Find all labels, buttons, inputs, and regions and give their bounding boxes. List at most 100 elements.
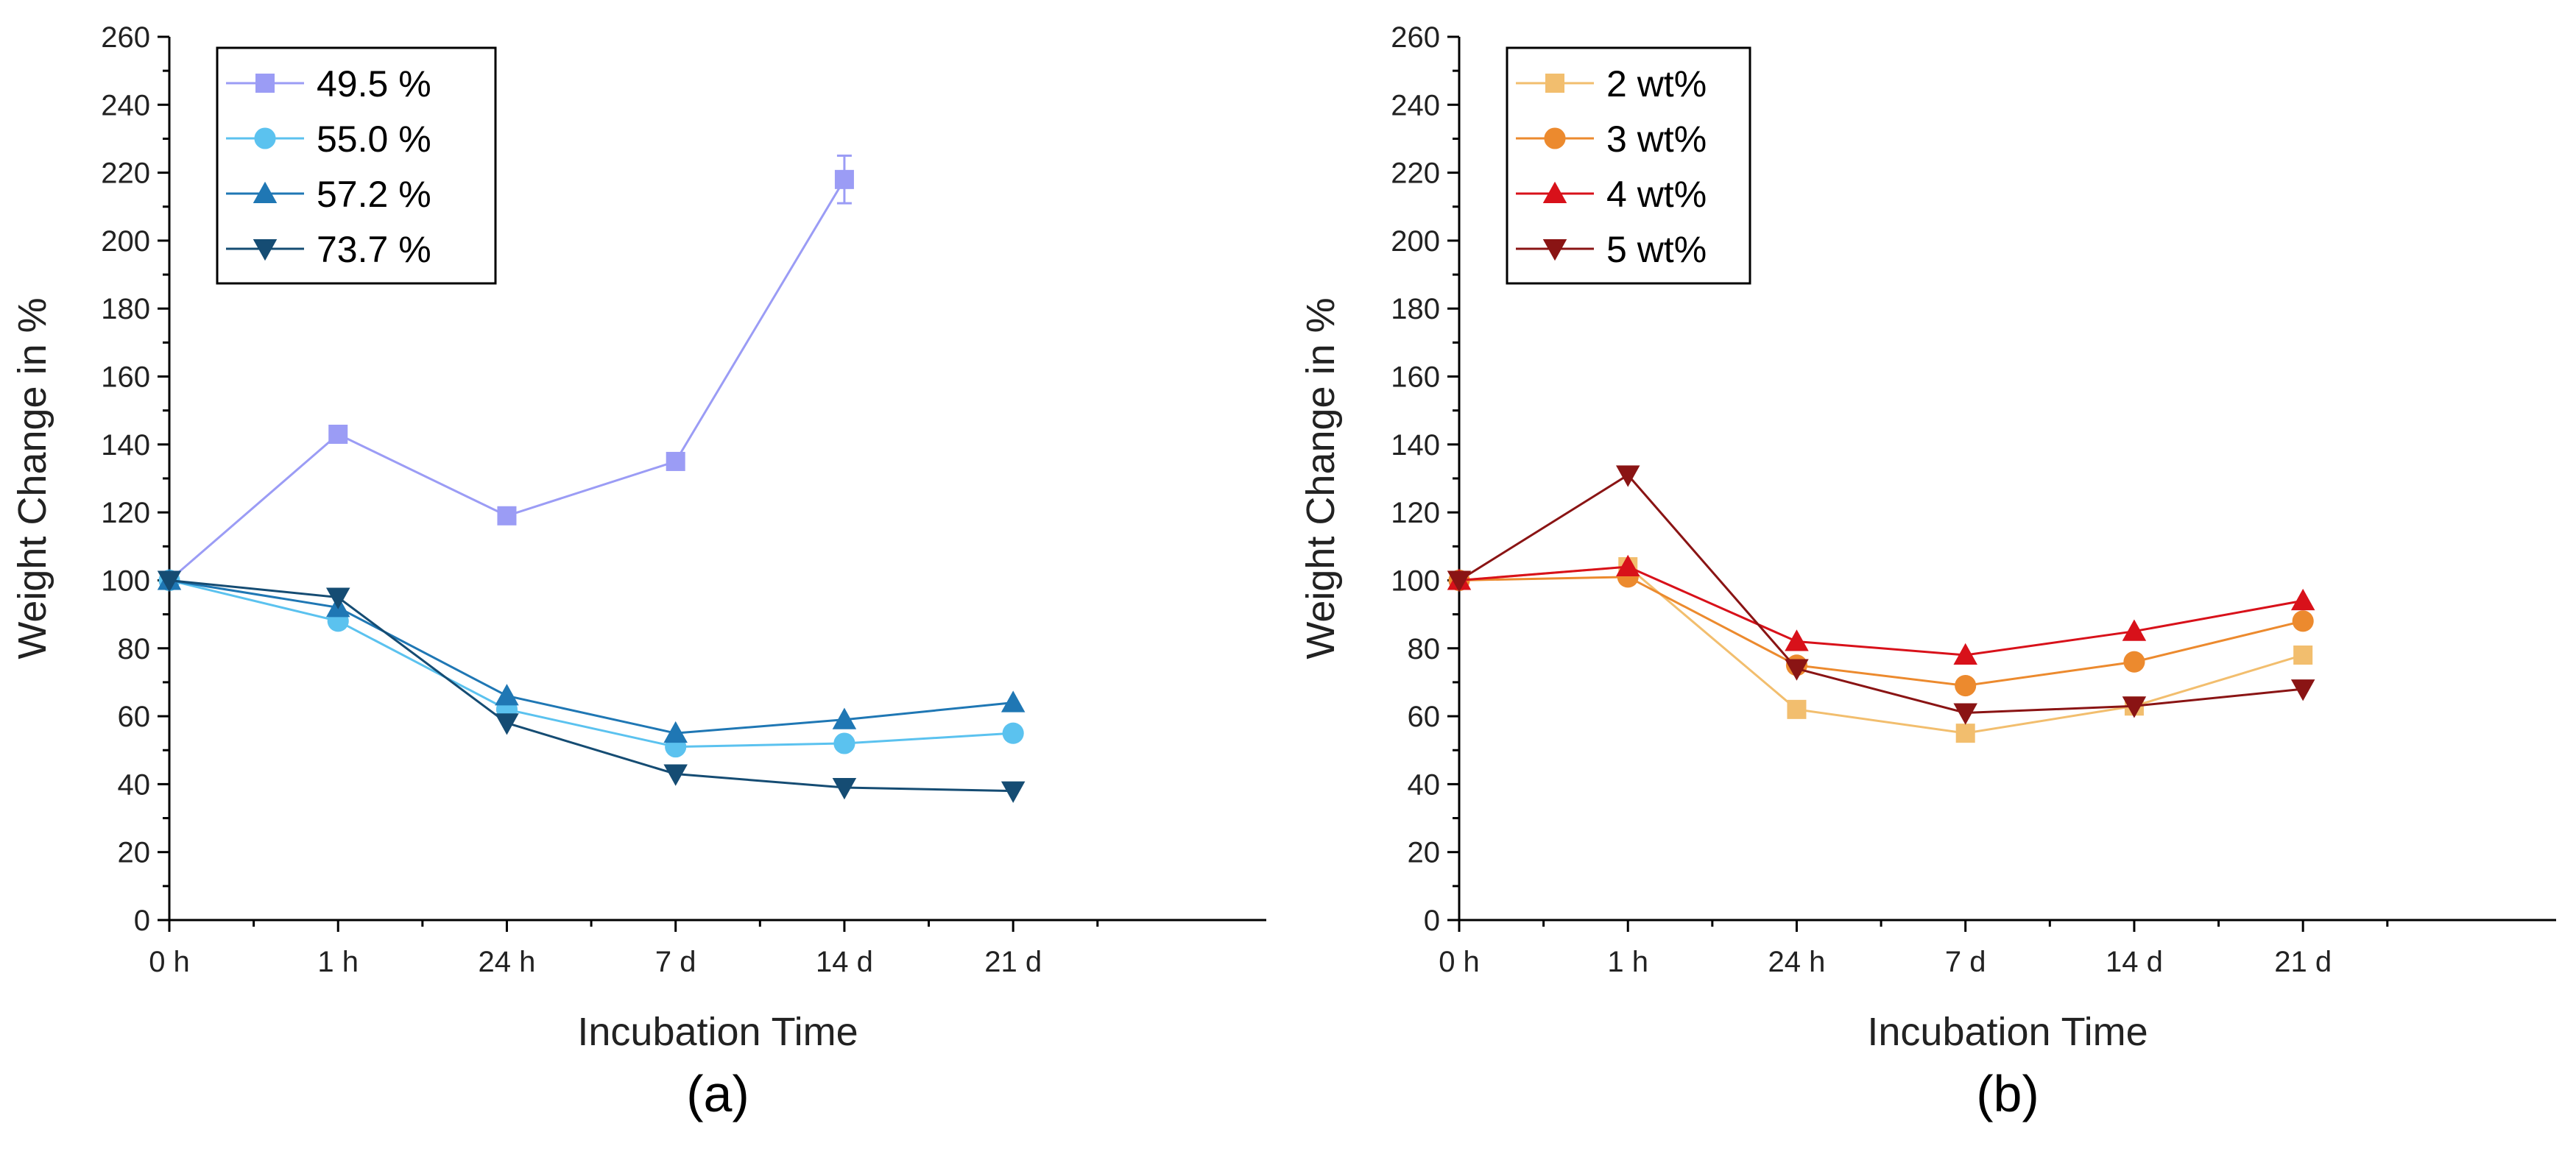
x-tick-label: 7 d — [1945, 946, 1986, 978]
x-tick-label: 24 h — [479, 946, 536, 978]
data-point — [495, 684, 519, 706]
y-tick-label: 180 — [1391, 293, 1440, 325]
series-3-wt- — [1448, 566, 2314, 697]
legend-marker — [1544, 127, 1566, 149]
data-point — [834, 169, 854, 189]
y-tick-label: 20 — [118, 837, 151, 869]
y-axis-label: Weight Change in % — [1299, 297, 1343, 659]
legend-marker — [1545, 74, 1564, 93]
legend-label: 4 wt% — [1606, 174, 1707, 215]
series-line — [1458, 473, 2304, 714]
x-tick-label: 14 d — [2106, 946, 2163, 978]
data-point — [663, 721, 688, 743]
y-tick-label: 220 — [1391, 158, 1440, 190]
y-tick-label: 0 — [134, 905, 150, 937]
chart-panel-b: 0 20 40 60 80 100 120 140 160 180 200 220 240 260 0 h 1… — [1299, 21, 2556, 1122]
data-point — [1785, 659, 1809, 681]
legend-marker — [255, 74, 275, 93]
data-point — [1953, 703, 1977, 725]
y-tick-label: 140 — [1391, 429, 1440, 461]
data-point — [832, 778, 857, 800]
series-line — [1458, 565, 2304, 657]
x-tick-label: 21 d — [984, 946, 1042, 978]
legend-marker — [1542, 181, 1567, 203]
chart-panel-a: 0 20 40 60 80 100 120 140 160 180 200 220 240 260 0 h 1… — [10, 21, 1266, 1122]
data-point — [497, 506, 517, 526]
legend-marker — [254, 127, 276, 149]
y-tick-label: 120 — [1391, 497, 1440, 529]
x-tick-label: 7 d — [655, 946, 696, 978]
x-tick-label: 21 d — [2274, 946, 2332, 978]
data-point — [2122, 619, 2147, 641]
y-tick-label: 180 — [101, 293, 150, 325]
y-tick-label: 100 — [1391, 565, 1440, 597]
panel-label: (a) — [686, 1065, 749, 1122]
x-tick-label: 1 h — [1607, 946, 1648, 978]
legend-marker — [253, 239, 278, 261]
data-point — [1955, 674, 1977, 697]
data-point — [495, 713, 519, 735]
legend-label: 73.7 % — [317, 229, 431, 270]
y-tick-label: 20 — [1408, 837, 1441, 869]
legend-label: 3 wt% — [1606, 119, 1707, 160]
y-tick-label: 100 — [101, 565, 150, 597]
x-tick-label: 24 h — [1768, 946, 1826, 978]
data-point — [157, 570, 182, 593]
data-point — [1955, 724, 1975, 743]
y-tick-label: 80 — [1408, 633, 1441, 665]
data-point — [1002, 722, 1024, 744]
series-4-wt- — [1447, 554, 2315, 665]
data-point — [833, 732, 855, 754]
data-point — [2290, 679, 2315, 701]
y-tick-label: 220 — [101, 158, 150, 190]
y-tick-label: 200 — [1391, 225, 1440, 258]
y-tick-label: 60 — [1408, 701, 1441, 733]
series-5-wt- — [1447, 465, 2315, 725]
legend: 49.5 % 55.0 % 57.2 % 73.7 % — [216, 46, 497, 285]
y-tick-label: 260 — [101, 21, 150, 54]
series-line — [169, 579, 1014, 735]
y-axis-label: Weight Change in % — [10, 297, 54, 659]
data-point — [1001, 690, 1026, 712]
data-point — [1615, 465, 1640, 487]
series-line — [169, 579, 1014, 793]
series-55-0- — [158, 569, 1024, 758]
legend-label: 57.2 % — [317, 174, 431, 215]
series-73-7- — [157, 570, 1026, 803]
x-axis-label: Incubation Time — [1867, 1010, 2148, 1054]
data-point — [663, 764, 688, 786]
data-point — [832, 707, 857, 729]
data-point — [2292, 610, 2314, 632]
data-point — [666, 451, 685, 471]
series-57-2- — [157, 568, 1026, 743]
y-tick-label: 240 — [1391, 89, 1440, 121]
legend-marker — [1542, 239, 1567, 261]
data-point — [2122, 696, 2147, 718]
y-tick-label: 40 — [118, 768, 151, 801]
data-point — [1953, 643, 1977, 665]
legend-label: 5 wt% — [1606, 229, 1707, 270]
y-tick-label: 260 — [1391, 21, 1440, 54]
y-tick-label: 140 — [101, 429, 150, 461]
series-line — [1458, 565, 2304, 735]
legend-marker — [253, 181, 278, 203]
data-point — [2293, 646, 2313, 665]
y-tick-label: 0 — [1424, 905, 1440, 937]
y-tick-label: 160 — [101, 361, 150, 394]
y-tick-label: 240 — [101, 89, 150, 121]
data-point — [1447, 570, 1472, 593]
y-tick-label: 160 — [1391, 361, 1440, 394]
panel-label: (b) — [1976, 1065, 2039, 1122]
x-tick-label: 0 h — [1439, 946, 1480, 978]
data-point — [1001, 781, 1026, 803]
x-axis-label: Incubation Time — [577, 1010, 858, 1054]
data-point — [325, 587, 350, 609]
x-tick-label: 1 h — [317, 946, 359, 978]
y-tick-label: 80 — [118, 633, 151, 665]
x-tick-label: 0 h — [149, 946, 190, 978]
data-point — [1615, 554, 1640, 576]
legend: 2 wt% 3 wt% 4 wt% 5 wt% — [1506, 46, 1751, 285]
series-line — [169, 579, 1014, 749]
y-tick-label: 120 — [101, 497, 150, 529]
